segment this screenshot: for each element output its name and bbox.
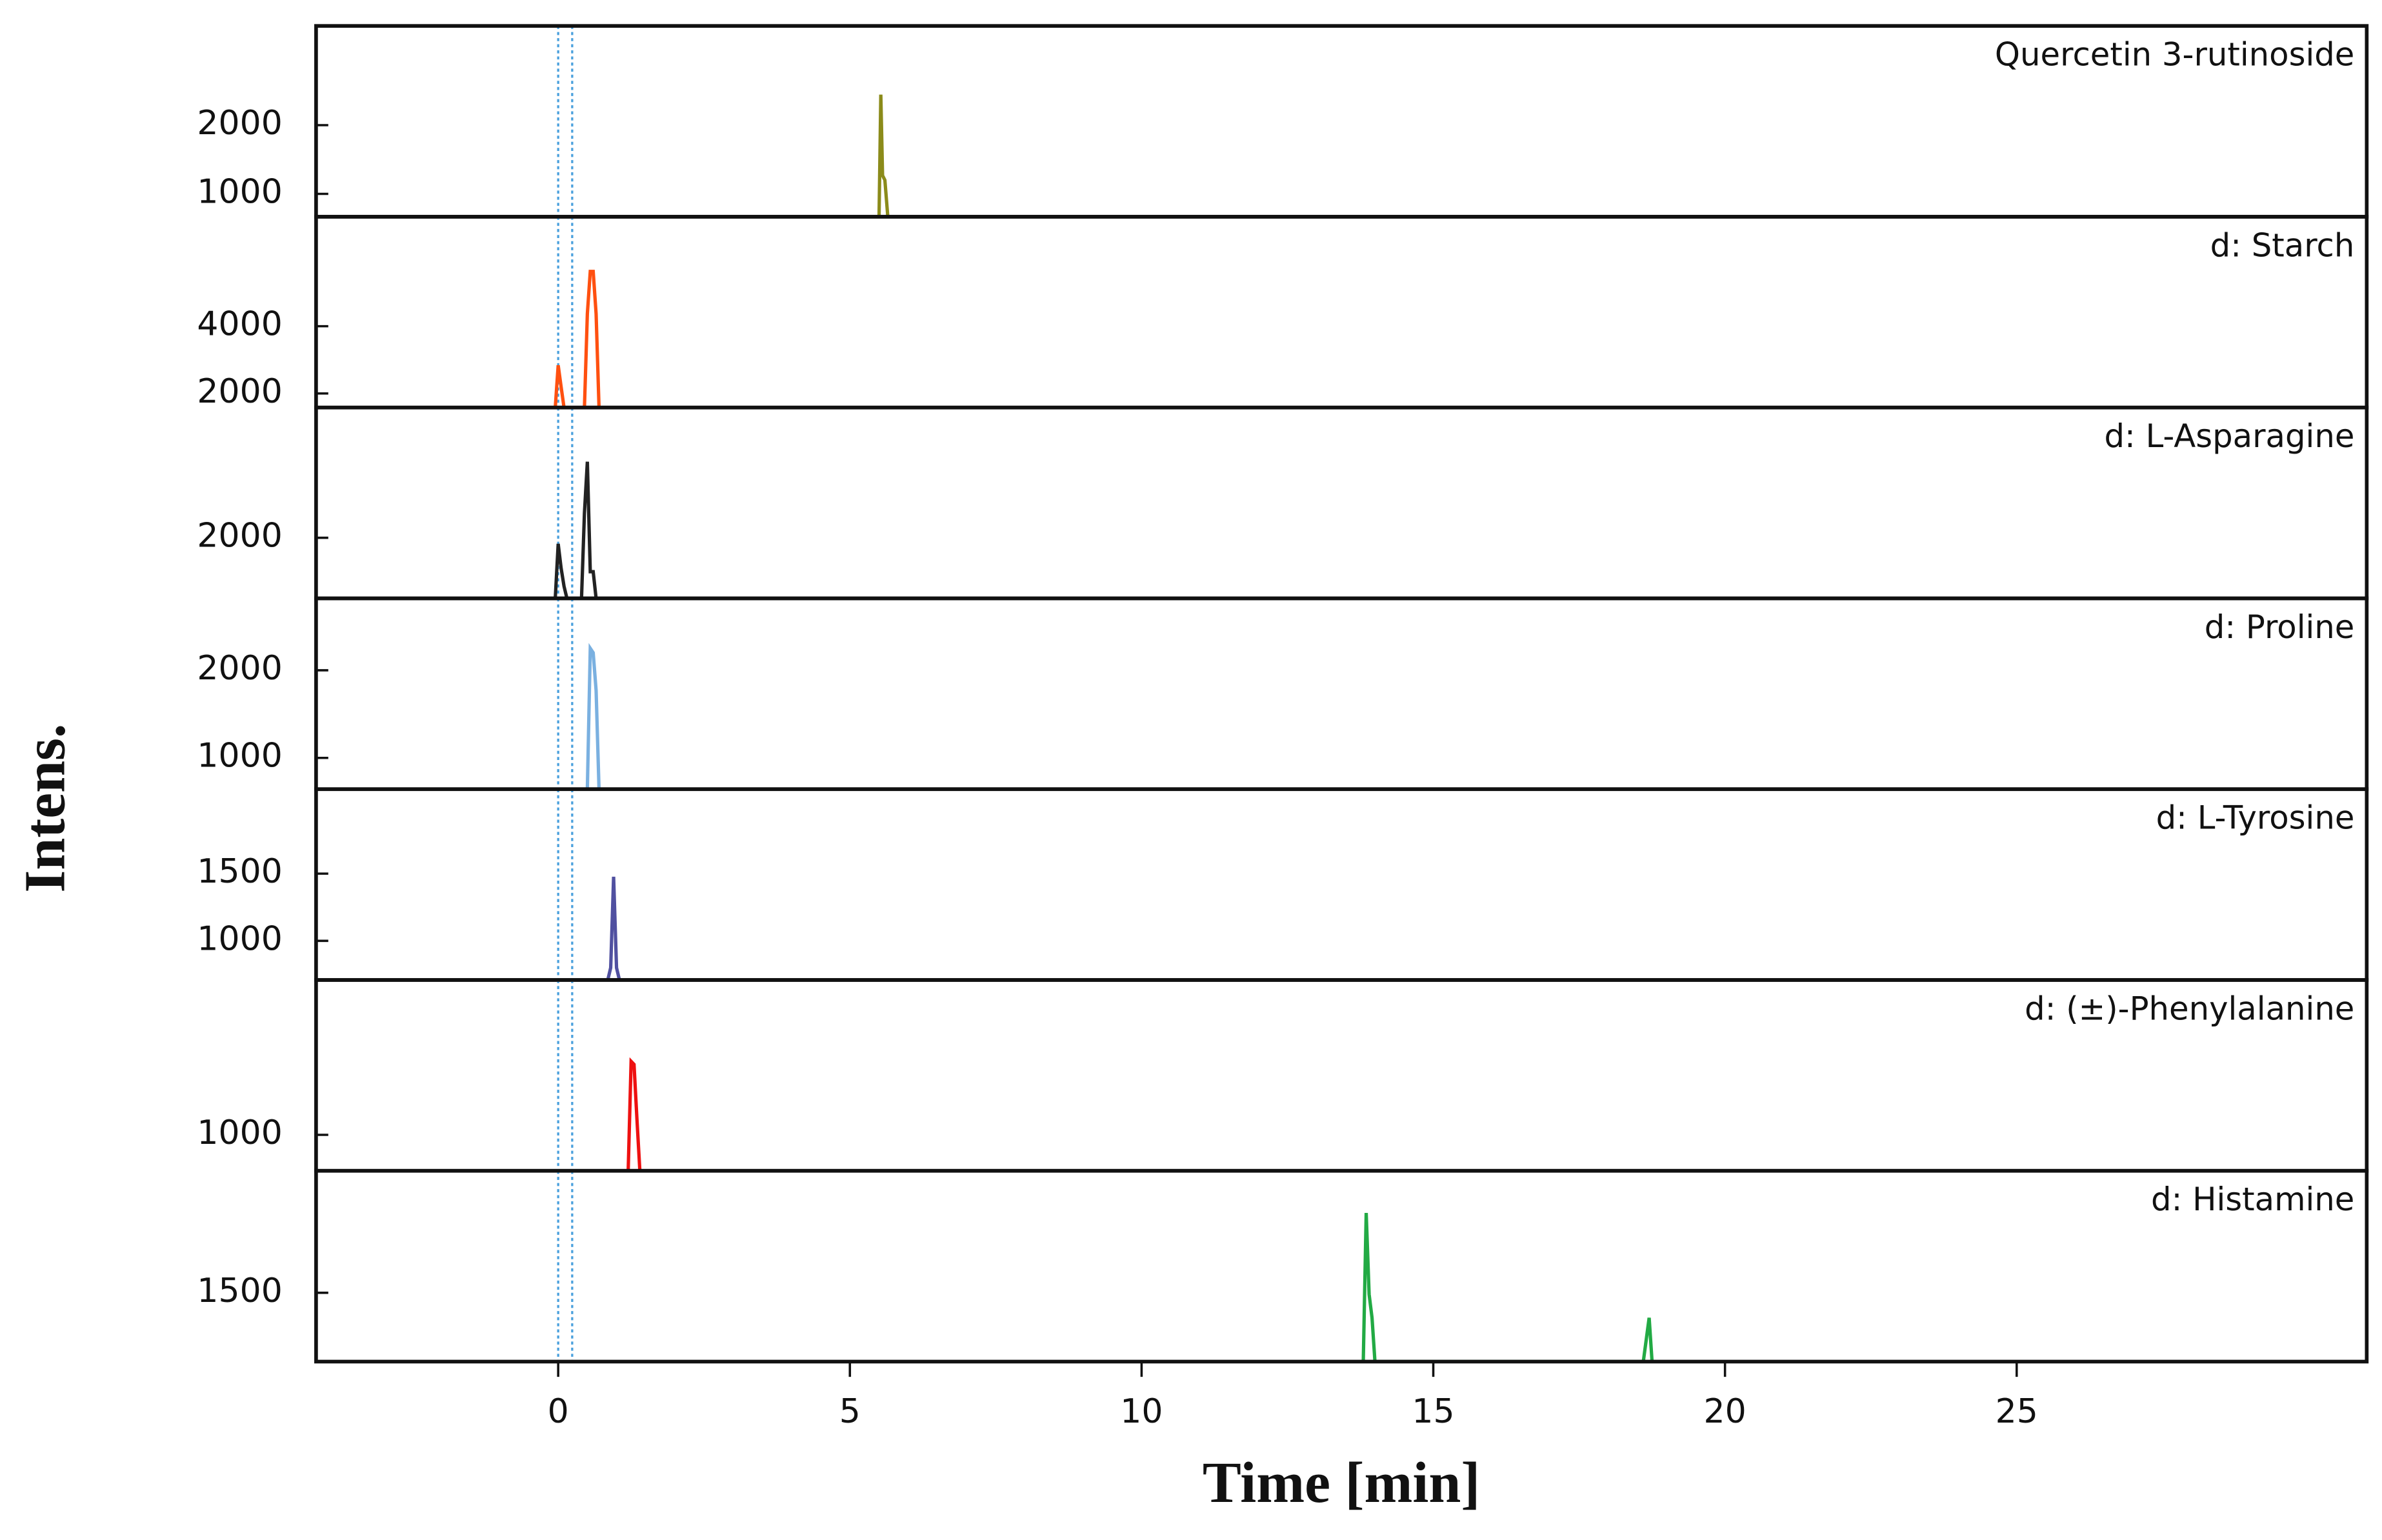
panel-frame — [314, 1168, 2369, 1364]
panel-frame — [314, 596, 2369, 792]
chromatogram-line — [625, 1057, 643, 1171]
chromatogram-line — [554, 270, 601, 408]
y-tick-label: 1500 — [197, 852, 282, 891]
chromatogram-line — [584, 643, 602, 790]
panel-frame — [314, 215, 2369, 410]
y-tick-label: 1000 — [197, 919, 282, 958]
panel-frame — [314, 405, 2369, 601]
x-tick-label: 20 — [1704, 1392, 1746, 1431]
chromatogram-line — [606, 876, 621, 980]
y-tick-label: 2000 — [197, 104, 282, 143]
y-tick-label: 2000 — [197, 372, 282, 411]
chromatogram-line — [876, 94, 891, 217]
y-tick-label: 1000 — [197, 172, 282, 211]
y-tick-label: 1000 — [197, 737, 282, 775]
x-tick-label: 25 — [1996, 1392, 2038, 1431]
panel-title: d: Starch — [2210, 226, 2355, 264]
panel-title: d: Histamine — [2151, 1181, 2354, 1218]
y-tick-label: 2000 — [197, 517, 282, 555]
panel-frame — [314, 787, 2369, 982]
y-axis-label: Intens. — [13, 724, 77, 893]
y-tick-label: 1500 — [197, 1272, 282, 1310]
panel-title: Quercetin 3-rutinoside — [1995, 36, 2354, 74]
x-tick-label: 10 — [1120, 1392, 1163, 1431]
x-tick-label: 0 — [548, 1392, 569, 1431]
panel-title: d: L-Tyrosine — [2156, 799, 2355, 837]
x-tick-label: 15 — [1412, 1392, 1454, 1431]
chromatogram-line — [1360, 1212, 1656, 1362]
panel-title: d: (±)-Phenylalanine — [2025, 990, 2354, 1027]
x-axis-label: Time [min] — [1203, 1451, 1480, 1515]
y-tick-label: 1000 — [197, 1114, 282, 1152]
chromatogram-line — [554, 461, 598, 599]
x-tick-label: 5 — [839, 1392, 861, 1431]
y-tick-label: 2000 — [197, 649, 282, 688]
panel-title: d: L-Asparagine — [2105, 417, 2355, 455]
panel-title: d: Proline — [2205, 608, 2355, 646]
y-tick-label: 4000 — [197, 305, 282, 344]
